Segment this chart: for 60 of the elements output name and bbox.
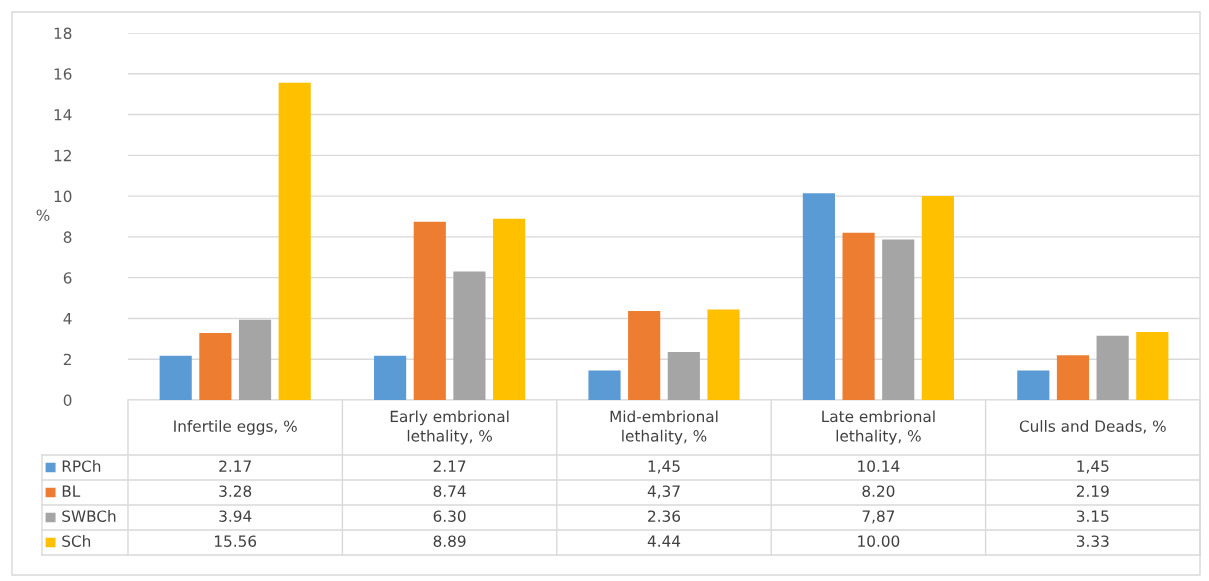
bar — [1017, 370, 1050, 400]
data-label: 4,37 — [647, 485, 680, 499]
data-label: 4.44 — [647, 535, 681, 547]
data-label: 1,45 — [1077, 460, 1109, 474]
y-tick-label: 4 — [63, 313, 72, 325]
y-tick-label: 10 — [54, 190, 72, 203]
y-tick-label: 14 — [54, 109, 72, 121]
legend-label: SWBCh — [62, 510, 116, 522]
data-label: 8.74 — [433, 485, 466, 497]
data-label: 8.89 — [433, 535, 466, 547]
data-label: 2.19 — [1076, 485, 1109, 497]
y-axis-title: % — [36, 209, 50, 221]
data-label: 3.28 — [219, 485, 252, 497]
data-label: 6.30 — [433, 510, 466, 522]
bar — [1056, 355, 1090, 400]
bar — [453, 271, 486, 400]
data-label: 2.36 — [648, 510, 681, 522]
bar — [1096, 335, 1129, 400]
bar — [667, 351, 700, 400]
bar — [707, 309, 740, 400]
bar — [413, 221, 446, 400]
data-label: 3.33 — [1076, 535, 1109, 547]
data-label: 10.14 — [858, 460, 900, 472]
data-label: 8.20 — [862, 485, 895, 497]
y-tick-label: 12 — [54, 149, 71, 162]
data-label: 1,45 — [648, 460, 680, 474]
bar — [882, 239, 915, 400]
bar — [1136, 332, 1169, 400]
x-tick-label: Infertile eggs, % — [174, 420, 297, 435]
data-label: 15.56 — [215, 535, 257, 547]
bar — [842, 232, 875, 400]
y-tick-label: 2 — [63, 353, 71, 366]
y-tick-label: 8 — [63, 231, 72, 243]
y-tick-label: 0 — [63, 394, 72, 407]
legend-label: BL — [62, 485, 81, 497]
x-tick-label: Mid-embrional lethality, % — [610, 410, 718, 445]
data-label: 3.94 — [219, 510, 252, 522]
x-tick-label: Late embrional lethality, % — [822, 410, 935, 445]
data-label: 10.00 — [858, 535, 900, 547]
data-label: 2.17 — [219, 460, 251, 472]
bar — [628, 310, 661, 400]
y-tick-label: 16 — [54, 68, 72, 80]
bar — [278, 82, 311, 400]
legend-label: SCh — [62, 535, 91, 547]
bar — [921, 196, 954, 400]
bar — [159, 355, 192, 400]
bar — [493, 218, 526, 400]
bar — [588, 370, 621, 400]
y-tick-label: 6 — [63, 272, 72, 284]
bar — [802, 193, 835, 400]
data-label: 7,87 — [862, 510, 895, 524]
bar — [199, 333, 232, 400]
y-tick-label: 18 — [54, 27, 72, 40]
x-tick-label: Early embrional lethality, % — [390, 410, 509, 445]
data-label: 2.17 — [433, 460, 466, 472]
data-label: 3.15 — [1076, 510, 1109, 522]
bar — [238, 319, 272, 400]
bar — [374, 355, 407, 400]
legend-label: RPCh — [62, 460, 101, 472]
x-tick-label: Culls and Deads, % — [1019, 420, 1166, 434]
